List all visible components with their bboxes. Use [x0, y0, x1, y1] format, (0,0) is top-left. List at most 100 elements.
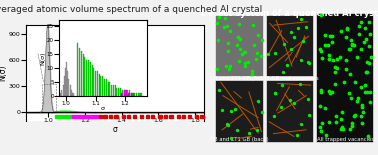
Point [355, 100, 361, 102]
Bar [77, 43, 78, 96]
Point [319, 121, 325, 124]
Bar [72, 93, 73, 96]
Bar [104, 79, 105, 96]
Point [254, 52, 260, 54]
Point [352, 114, 358, 116]
Point [219, 109, 225, 111]
Bar [140, 115, 143, 118]
Bar [126, 91, 127, 96]
Point [254, 128, 260, 131]
Point [365, 134, 371, 137]
X-axis label: σ: σ [113, 125, 118, 134]
Bar [91, 65, 93, 96]
Point [351, 115, 357, 117]
Bar [121, 93, 122, 96]
Point [361, 41, 367, 44]
Bar [81, 51, 82, 96]
Point [367, 100, 373, 103]
Point [364, 71, 370, 73]
Point [348, 97, 354, 99]
Point [339, 126, 345, 128]
Bar [86, 60, 87, 96]
Point [346, 92, 352, 94]
Point [326, 58, 332, 60]
Point [330, 58, 336, 61]
Point [349, 44, 355, 46]
Bar [99, 74, 100, 96]
Bar [62, 85, 64, 96]
Point [327, 91, 333, 94]
Point [224, 25, 230, 27]
Point [249, 73, 255, 76]
Bar [42, 84, 56, 112]
Point [367, 90, 373, 93]
Point [280, 71, 286, 74]
Point [306, 62, 312, 64]
Text: All trapped vacancies: All trapped vacancies [317, 137, 374, 142]
Bar [88, 60, 89, 96]
Point [354, 56, 360, 59]
Point [358, 48, 364, 51]
Bar [132, 93, 133, 96]
Point [280, 43, 287, 45]
Point [367, 33, 373, 35]
Point [301, 39, 307, 42]
Point [288, 31, 294, 33]
Point [288, 48, 294, 51]
Text: Defect system of a quenched Al crystal: Defect system of a quenched Al crystal [201, 9, 378, 18]
Bar [99, 115, 102, 118]
Bar [124, 91, 125, 96]
Point [318, 126, 324, 128]
Point [318, 89, 324, 91]
Point [225, 42, 231, 44]
Point [326, 90, 332, 92]
Point [364, 61, 370, 63]
Bar [122, 93, 123, 96]
Point [227, 64, 233, 67]
Bar [139, 93, 141, 96]
Bar [127, 91, 128, 96]
Point [344, 28, 350, 30]
Point [214, 22, 220, 24]
Text: ΣT1 GB and vacancies: ΣT1 GB and vacancies [260, 76, 318, 81]
Point [322, 34, 328, 37]
Bar [215, 15, 263, 76]
Point [364, 91, 370, 93]
Point [294, 134, 301, 136]
Point [329, 35, 335, 38]
Bar [131, 93, 132, 96]
Point [351, 44, 357, 47]
Bar [116, 88, 118, 96]
Point [318, 91, 324, 93]
Bar [127, 115, 130, 118]
Point [349, 43, 355, 45]
Point [366, 45, 372, 47]
Point [228, 30, 234, 33]
Point [279, 83, 285, 86]
Point [265, 52, 271, 55]
Point [249, 24, 256, 26]
Point [334, 66, 340, 69]
Point [236, 59, 242, 62]
Point [325, 121, 332, 124]
Point [249, 70, 256, 73]
Bar [59, 93, 60, 96]
Point [334, 58, 340, 60]
Point [333, 121, 339, 124]
Bar [93, 68, 94, 96]
Point [258, 55, 264, 57]
Point [303, 25, 309, 28]
Bar [129, 93, 130, 96]
Point [255, 100, 261, 102]
Bar [138, 93, 139, 96]
Point [338, 118, 344, 120]
Bar [66, 62, 67, 96]
Bar [133, 93, 134, 96]
Point [329, 91, 335, 93]
Text: GB and ΣT1 GB (back): GB and ΣT1 GB (back) [210, 137, 269, 142]
Bar [55, 115, 72, 118]
Bar [68, 79, 70, 96]
Bar [182, 115, 186, 118]
Bar [95, 71, 96, 96]
X-axis label: σ: σ [101, 106, 105, 111]
